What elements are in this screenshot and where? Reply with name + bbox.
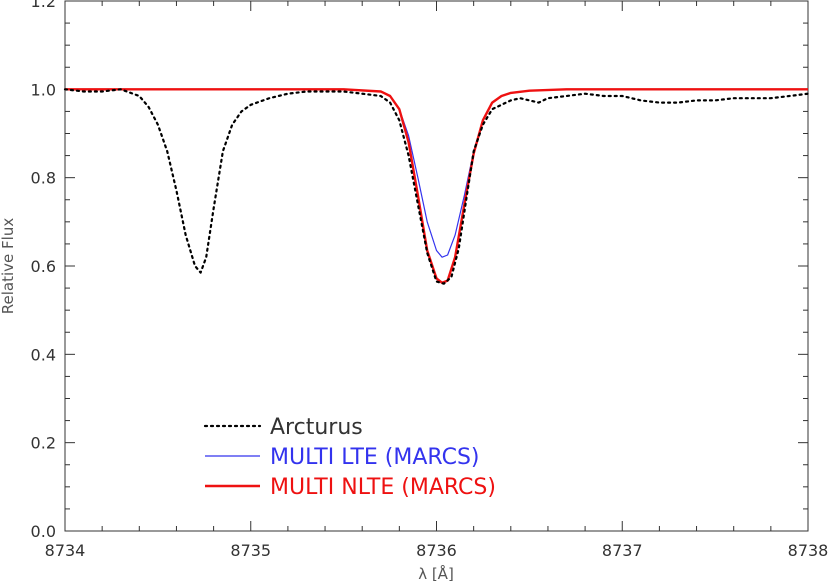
y-tick-label: 0.0 [31, 522, 56, 541]
legend-label-1: MULTI LTE (MARCS) [270, 445, 480, 470]
x-axis-title: λ [Å] [418, 564, 454, 583]
legend-label-0: Arcturus [270, 415, 363, 440]
legend: Arcturus MULTI LTE (MARCS) MULTI NLTE (MAR… [203, 415, 496, 500]
x-tick-label: 8738 [788, 541, 829, 560]
y-axis-title: Relative Flux [0, 218, 17, 315]
y-tick-label: 1.2 [31, 0, 56, 11]
series-line-1 [65, 88, 808, 258]
x-tick-label: 8735 [230, 541, 271, 560]
y-tick-label: 1.0 [31, 80, 56, 99]
x-tick-label: 8736 [416, 541, 457, 560]
y-tick-label: 0.4 [31, 345, 56, 364]
y-tick-label: 0.6 [31, 257, 56, 276]
tick-labels: 8734 8735 8736 8737 8738 0.0 0.2 0.4 0.6 0.8 1.0 1.… [31, 0, 829, 560]
legend-label-2: MULTI NLTE (MARCS) [270, 475, 496, 500]
y-tick-label: 0.2 [31, 434, 56, 453]
x-tick-label: 8734 [45, 541, 86, 560]
y-tick-label: 0.8 [31, 169, 56, 188]
series-layer [63, 88, 810, 285]
series-line-0 [63, 88, 810, 285]
x-tick-label: 8737 [602, 541, 643, 560]
